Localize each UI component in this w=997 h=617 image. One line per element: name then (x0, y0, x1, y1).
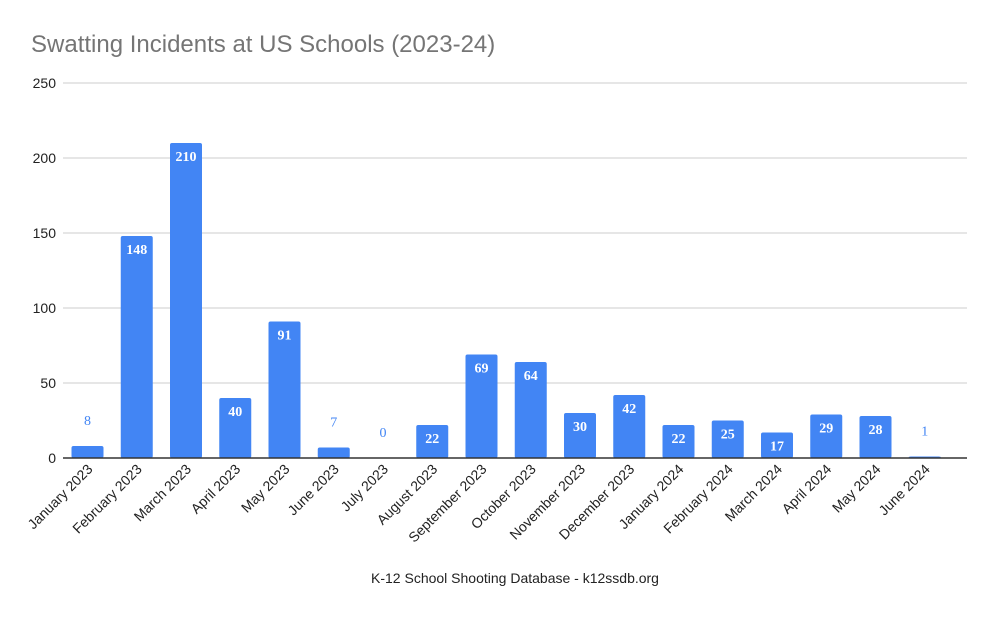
bar (317, 447, 350, 458)
y-tick-label: 50 (40, 375, 56, 391)
y-tick-label: 100 (33, 300, 57, 316)
bar (564, 413, 596, 458)
bars (71, 143, 941, 458)
bar (761, 432, 793, 458)
data-label: 64 (524, 369, 538, 384)
chart-title: Swatting Incidents at US Schools (2023-2… (31, 31, 495, 58)
bar (219, 398, 252, 458)
data-label: 42 (622, 402, 636, 417)
data-label: 7 (330, 416, 337, 431)
bar (514, 362, 547, 458)
data-label: 40 (228, 405, 242, 420)
bar (170, 143, 202, 458)
bar (120, 236, 153, 458)
data-label: 22 (425, 432, 439, 447)
bar (662, 425, 695, 458)
data-label: 30 (573, 420, 587, 435)
x-tick-label: April 2024 (778, 461, 834, 517)
bar (416, 425, 449, 458)
data-label: 91 (278, 329, 292, 344)
data-label: 210 (176, 150, 197, 165)
y-tick-label: 250 (33, 75, 57, 91)
gridlines (63, 82, 967, 384)
bar (613, 395, 646, 458)
data-label: 25 (721, 428, 735, 443)
data-label: 28 (869, 423, 883, 438)
x-tick-label: June 2024 (875, 461, 933, 519)
y-axis-ticks: 0 50 100 150 200 250 (33, 75, 57, 466)
bar (711, 420, 744, 458)
y-tick-label: 0 (48, 450, 56, 466)
data-label: 148 (126, 243, 147, 258)
data-label: 29 (819, 422, 833, 437)
data-label: 8 (84, 414, 91, 429)
y-tick-label: 200 (33, 150, 57, 166)
data-label: 0 (380, 426, 387, 441)
x-tick-label: June 2023 (284, 461, 342, 519)
x-tick-label: April 2023 (187, 461, 243, 517)
x-axis-label: K-12 School Shooting Database - k12ssdb.… (371, 570, 659, 586)
data-label: 22 (672, 432, 686, 447)
y-tick-label: 150 (33, 225, 57, 241)
data-label: 69 (475, 362, 489, 377)
data-label: 17 (770, 440, 784, 455)
bar (268, 321, 301, 458)
data-labels: 8 148 210 40 91 7 0 22 69 64 30 42 22 25 17 29 28 1 (84, 150, 928, 455)
bar (465, 354, 498, 458)
bar (810, 414, 843, 458)
bar (71, 446, 104, 458)
data-label: 1 (921, 425, 928, 440)
bar (859, 416, 892, 458)
